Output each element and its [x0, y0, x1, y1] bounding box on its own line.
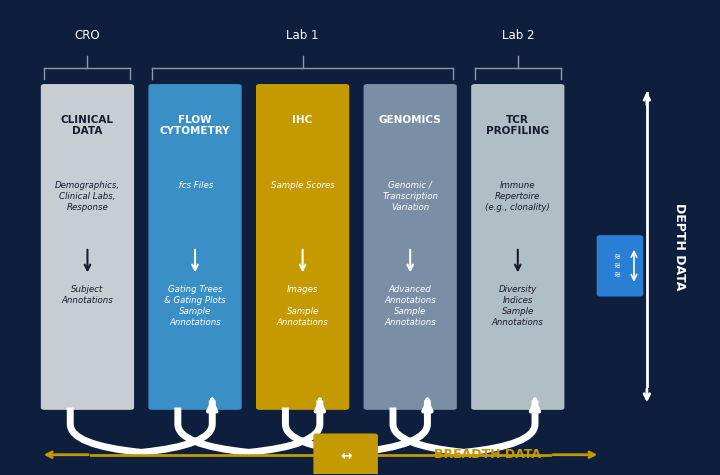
- Text: GENOMICS: GENOMICS: [379, 115, 441, 125]
- Text: Demographics,
Clinical Labs,
Response: Demographics, Clinical Labs, Response: [55, 181, 120, 212]
- Text: CLINICAL
DATA: CLINICAL DATA: [61, 115, 114, 136]
- Text: .fcs Files: .fcs Files: [176, 181, 214, 190]
- Text: Lab 1: Lab 1: [287, 28, 319, 41]
- FancyBboxPatch shape: [313, 434, 378, 475]
- Text: Advanced
Annotations
Sample
Annotations: Advanced Annotations Sample Annotations: [384, 285, 436, 327]
- Text: Lab 2: Lab 2: [502, 28, 534, 41]
- FancyBboxPatch shape: [41, 84, 134, 410]
- Text: Immune
Repertoire
(e.g., clonality): Immune Repertoire (e.g., clonality): [485, 181, 550, 212]
- Text: Images

Sample
Annotations: Images Sample Annotations: [276, 285, 328, 327]
- Text: CRO: CRO: [75, 28, 100, 41]
- Text: Diversity
Indices
Sample
Annotations: Diversity Indices Sample Annotations: [492, 285, 544, 327]
- Text: Genomic /
Transcription
Variation: Genomic / Transcription Variation: [382, 181, 438, 212]
- FancyBboxPatch shape: [256, 84, 349, 410]
- Text: TCR
PROFILING: TCR PROFILING: [486, 115, 549, 136]
- Text: BREADTH DATA: BREADTH DATA: [434, 448, 541, 461]
- Text: Subject
Annotations: Subject Annotations: [62, 285, 113, 305]
- Text: DEPTH DATA: DEPTH DATA: [672, 203, 685, 291]
- Text: ↔: ↔: [340, 449, 351, 463]
- Text: Gating Trees
& Gating Plots
Sample
Annotations: Gating Trees & Gating Plots Sample Annot…: [164, 285, 226, 327]
- Text: FLOW
CYTOMETRY: FLOW CYTOMETRY: [160, 115, 230, 136]
- FancyBboxPatch shape: [471, 84, 564, 410]
- Text: Sample Scores: Sample Scores: [271, 181, 335, 190]
- Text: IHC: IHC: [292, 115, 312, 125]
- FancyBboxPatch shape: [148, 84, 242, 410]
- FancyBboxPatch shape: [597, 235, 643, 296]
- FancyBboxPatch shape: [364, 84, 456, 410]
- Text: ≋
≋
≋: ≋ ≋ ≋: [613, 252, 620, 279]
